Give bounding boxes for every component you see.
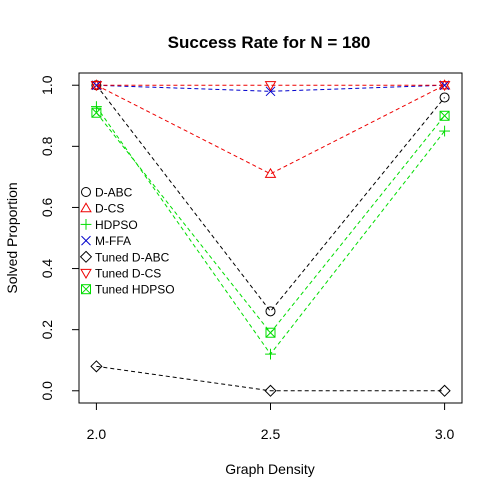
series-tuned-hdpso — [91, 107, 450, 338]
legend-marker-tuned-d-abc — [79, 250, 93, 263]
data-point-hdpso — [265, 348, 276, 360]
legend-marker-m-ffa — [81, 235, 91, 246]
legend-label-hdpso: HDPSO — [95, 218, 138, 232]
legend-label-tuned-hdpso: Tuned HDPSO — [95, 283, 175, 297]
data-point-m-ffa — [439, 80, 450, 91]
legend-marker-d-abc — [81, 187, 91, 197]
y-tick-label: 1.0 — [39, 75, 55, 95]
legend-item-d-cs: D-CS — [80, 202, 124, 216]
legend-marker-d-cs — [80, 202, 92, 213]
legend-item-tuned-hdpso: Tuned HDPSO — [81, 283, 175, 297]
legend-label-d-cs: D-CS — [95, 202, 124, 216]
x-tick-label: 3.0 — [435, 426, 455, 442]
legend-item-d-abc: D-ABC — [81, 186, 133, 200]
x-axis-label: Graph Density — [225, 461, 314, 477]
series-m-ffa — [91, 80, 450, 97]
y-tick-label: 0.8 — [39, 136, 55, 156]
data-point-hdpso — [91, 101, 102, 113]
legend: D-ABC D-CS HDPSO M-FFA Tuned D-ABC Tuned D-CS… — [79, 186, 175, 297]
data-point-tuned-hdpso — [265, 327, 276, 338]
series-line-d-abc — [96, 84, 445, 313]
data-point-d-abc — [439, 92, 450, 103]
data-point-tuned-d-cs — [438, 81, 451, 92]
axis-ticks: 2.0 2.5 3.0 0.0 0.2 0.4 0.6 0.8 1.0 — [39, 75, 455, 442]
legend-marker-tuned-d-cs — [80, 268, 92, 279]
series-line-tuned-d-abc — [96, 365, 445, 392]
series-tuned-d-abc — [90, 360, 451, 397]
data-point-tuned-d-cs — [264, 81, 277, 92]
data-point-tuned-d-abc — [264, 384, 277, 397]
data-point-d-abc — [265, 306, 276, 317]
y-axis-label: Solved Proportion — [4, 182, 20, 293]
y-tick-label: 0.2 — [39, 320, 55, 340]
legend-label-m-ffa: M-FFA — [95, 234, 131, 248]
y-tick-label: 0.0 — [39, 381, 55, 401]
data-point-d-cs — [438, 79, 451, 90]
data-point-tuned-d-abc — [90, 360, 103, 373]
y-tick-label: 0.4 — [39, 259, 55, 279]
legend-label-d-abc: D-ABC — [95, 186, 133, 200]
series-hdpso — [91, 101, 450, 360]
data-point-tuned-hdpso — [439, 110, 450, 121]
series-line-hdpso — [96, 106, 445, 355]
series-line-m-ffa — [96, 84, 445, 92]
series-d-abc — [91, 80, 450, 317]
legend-item-hdpso: HDPSO — [80, 218, 138, 232]
legend-label-tuned-d-cs: Tuned D-CS — [95, 267, 161, 281]
data-point-tuned-d-cs — [90, 81, 103, 92]
legend-marker-hdpso — [80, 219, 92, 230]
series-line-tuned-hdpso — [96, 112, 445, 334]
data-point-hdpso — [439, 125, 450, 137]
y-tick-label: 0.6 — [39, 198, 55, 218]
legend-marker-tuned-hdpso — [81, 284, 91, 295]
data-point-tuned-hdpso — [91, 107, 102, 118]
data-point-m-ffa — [265, 86, 276, 97]
series-tuned-d-cs — [90, 81, 451, 92]
legend-item-tuned-d-abc: Tuned D-ABC — [79, 250, 170, 264]
data-point-tuned-d-abc — [438, 384, 451, 397]
x-tick-label: 2.5 — [261, 426, 281, 442]
series-d-cs — [90, 79, 451, 178]
legend-item-tuned-d-cs: Tuned D-CS — [80, 267, 161, 281]
legend-label-tuned-d-abc: Tuned D-ABC — [95, 250, 170, 264]
x-tick-label: 2.0 — [87, 426, 107, 442]
data-point-d-cs — [264, 167, 277, 178]
chart-title: Success Rate for N = 180 — [168, 33, 371, 52]
series-line-d-cs — [96, 84, 445, 175]
legend-item-m-ffa: M-FFA — [81, 234, 131, 248]
data-point-d-cs — [90, 79, 103, 90]
series-layer — [90, 79, 451, 397]
